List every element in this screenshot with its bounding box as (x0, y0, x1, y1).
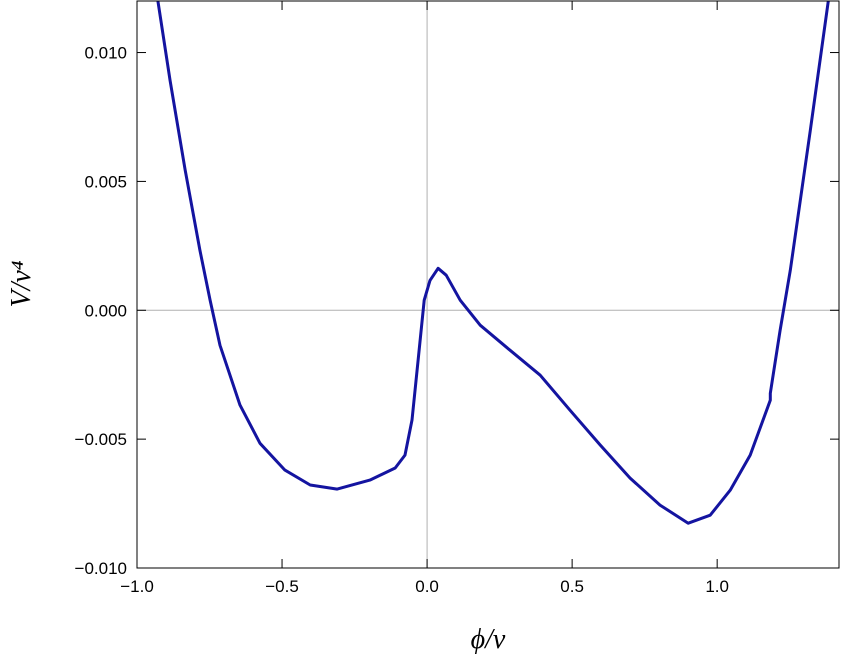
x-tick-label: −0.5 (265, 577, 299, 596)
x-axis-label: ϕ/ν (471, 624, 506, 655)
y-axis-label: V/ν⁴ (6, 260, 37, 307)
y-tick-label: 0.005 (84, 172, 127, 191)
y-tick-label: −0.005 (75, 430, 127, 449)
y-tick-label: 0.000 (84, 301, 127, 320)
curve (156, 1, 830, 525)
frame (136, 0, 840, 569)
y-tick-label: −0.010 (75, 559, 127, 578)
x-tick-label: 0.5 (560, 577, 584, 596)
x-tick-label: −1.0 (120, 577, 154, 596)
y-tick-label: 0.010 (84, 44, 127, 63)
x-tick-label: 0.0 (415, 577, 439, 596)
x-tick-label: 1.0 (705, 577, 729, 596)
